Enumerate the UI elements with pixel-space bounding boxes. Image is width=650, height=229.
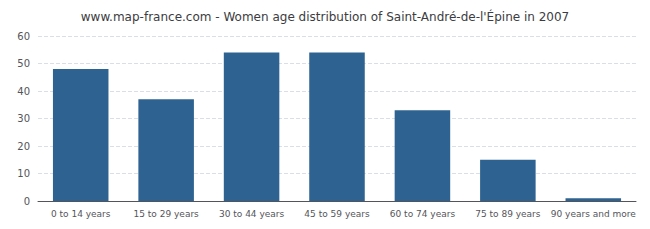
svg-text:45 to 59 years: 45 to 59 years xyxy=(304,209,370,219)
svg-text:0: 0 xyxy=(24,196,30,207)
svg-text:30 to 44 years: 30 to 44 years xyxy=(219,209,285,219)
svg-text:50: 50 xyxy=(17,58,30,69)
svg-text:40: 40 xyxy=(17,86,30,97)
svg-text:60: 60 xyxy=(17,31,30,42)
svg-text:20: 20 xyxy=(17,141,30,152)
svg-text:30: 30 xyxy=(17,113,30,124)
svg-text:15 to 29 years: 15 to 29 years xyxy=(133,209,199,219)
svg-text:www.map-france.com - Women age: www.map-france.com - Women age distribut… xyxy=(81,9,569,24)
svg-text:75 to 89 years: 75 to 89 years xyxy=(475,209,541,219)
svg-text:10: 10 xyxy=(17,168,30,179)
svg-text:0 to 14 years: 0 to 14 years xyxy=(51,209,111,219)
svg-text:90 years and more: 90 years and more xyxy=(551,209,637,219)
svg-text:60 to 74 years: 60 to 74 years xyxy=(390,209,456,219)
